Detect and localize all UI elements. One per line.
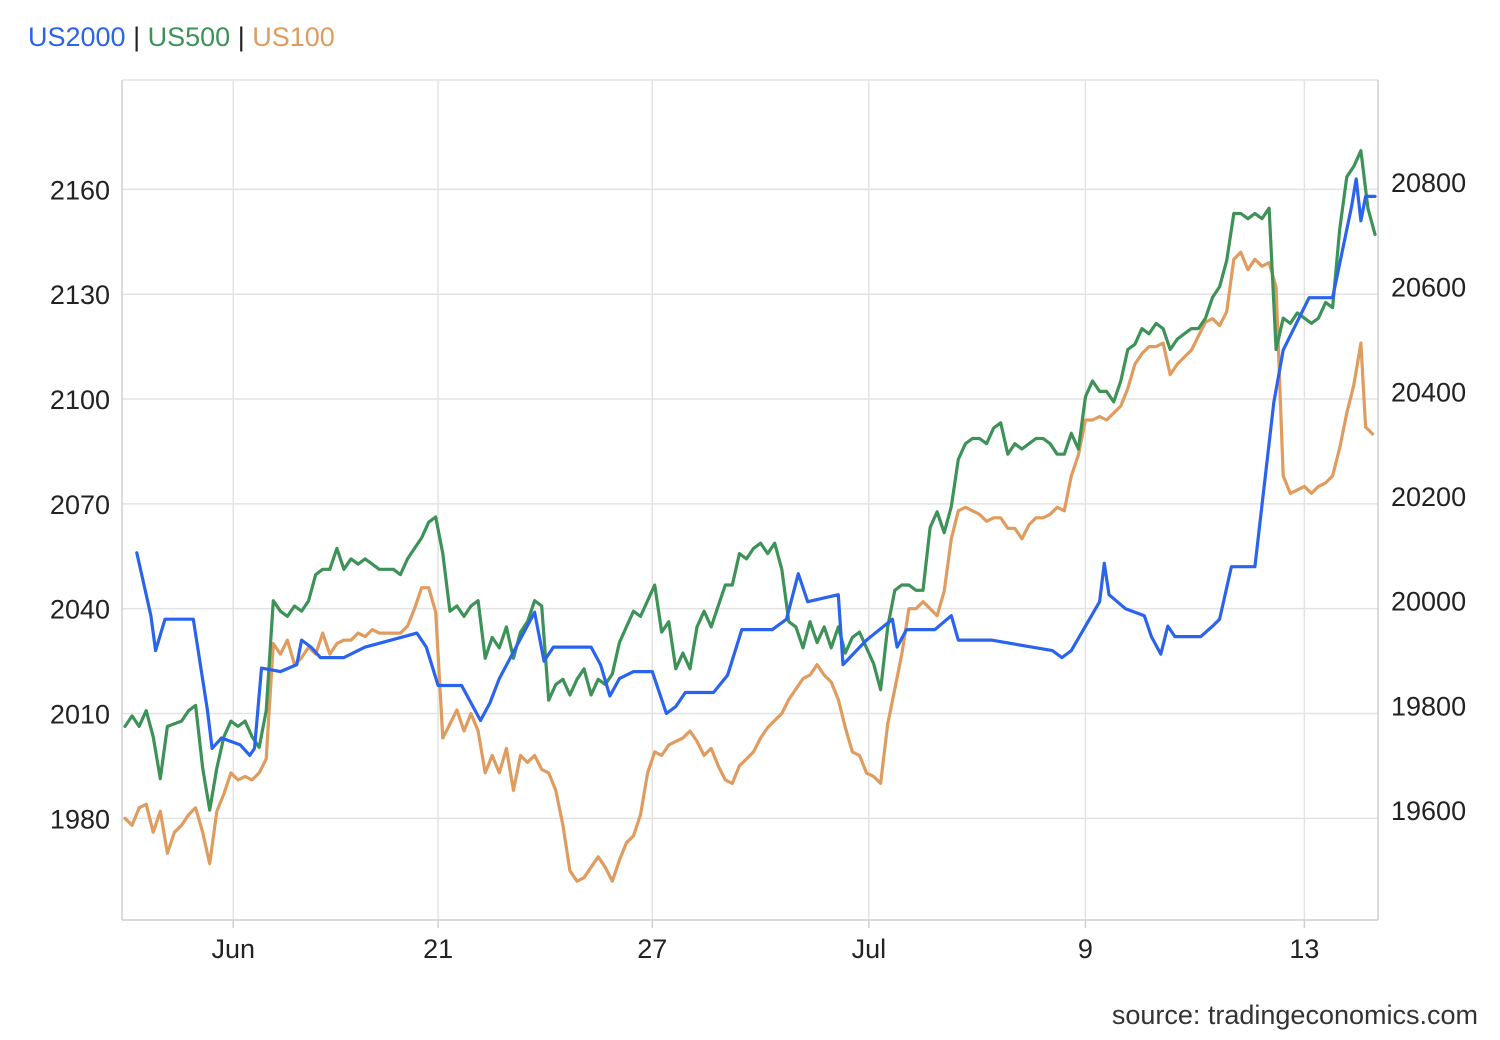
series-lines	[123, 149, 1377, 883]
series-line-us500	[123, 149, 1377, 812]
y-tick-label-right: 20600	[1391, 273, 1466, 303]
legend-us2000[interactable]: US2000	[28, 22, 126, 52]
y-tick-label-left: 1980	[50, 804, 110, 834]
y-tick-label-left: 2070	[50, 490, 110, 520]
series-line-us100	[123, 250, 1375, 883]
x-tick-label: 27	[637, 934, 667, 964]
chart-legend: US2000 | US500 | US100	[28, 22, 335, 53]
y-tick-label-right: 20800	[1391, 168, 1466, 198]
legend-separator: |	[133, 22, 141, 52]
x-tick-label: Jun	[212, 934, 256, 964]
y-tick-label-right: 20000	[1391, 587, 1466, 617]
legend-separator: |	[237, 22, 245, 52]
x-tick-label: 13	[1289, 934, 1319, 964]
legend-us500[interactable]: US500	[147, 22, 231, 52]
y-tick-label-left: 2130	[50, 280, 110, 310]
y-tick-label-left: 2040	[50, 595, 110, 625]
y-tick-label-right: 19800	[1391, 691, 1466, 721]
y-tick-label-right: 20200	[1391, 482, 1466, 512]
tick-labels: 1980 2010 2040 2070 2100 2130 2160 19600 19800 20…	[50, 168, 1466, 964]
axes	[121, 80, 1379, 928]
y-tick-label-left: 2100	[50, 385, 110, 415]
y-tick-label-left: 2160	[50, 175, 110, 205]
legend-us100[interactable]: US100	[252, 22, 335, 52]
y-tick-label-right: 19600	[1391, 796, 1466, 826]
line-chart: 1980 2010 2040 2070 2100 2130 2160 19600 19800 20…	[50, 79, 1466, 964]
source-attribution[interactable]: source: tradingeconomics.com	[1111, 1000, 1478, 1030]
grid-lines	[122, 79, 1378, 920]
x-tick-label: Jul	[852, 934, 887, 964]
y-tick-label-right: 20400	[1391, 377, 1466, 407]
y-tick-label-left: 2010	[50, 699, 110, 729]
x-tick-label: 21	[423, 934, 453, 964]
x-tick-label: 9	[1078, 934, 1093, 964]
series-line-us2000	[135, 177, 1377, 757]
